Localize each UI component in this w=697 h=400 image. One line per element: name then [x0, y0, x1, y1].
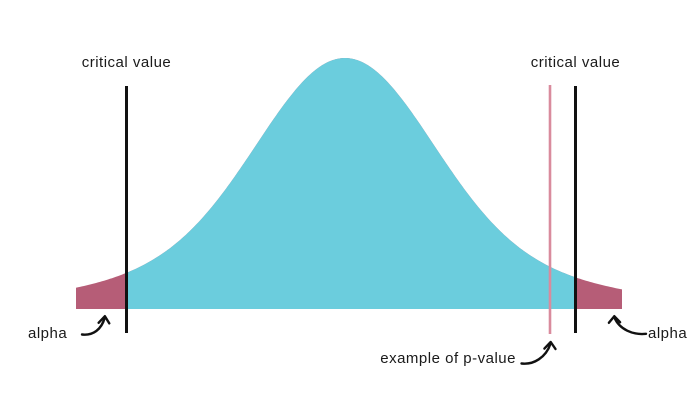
critical-value-label-right: critical value	[530, 54, 621, 71]
alpha-arrow-right	[607, 315, 648, 336]
critical-value-label-left: critical value	[81, 54, 172, 71]
arrowhead	[97, 315, 111, 325]
arrowhead	[607, 315, 622, 324]
p-value-label: example of p-value	[380, 350, 516, 367]
p-value-arrow	[520, 340, 557, 365]
arrowhead	[543, 340, 557, 351]
alpha-label-right: alpha	[648, 325, 688, 342]
alpha-arrow-left	[80, 315, 111, 336]
distribution-curve	[126, 58, 576, 309]
alpha-label-left: alpha	[28, 325, 68, 342]
